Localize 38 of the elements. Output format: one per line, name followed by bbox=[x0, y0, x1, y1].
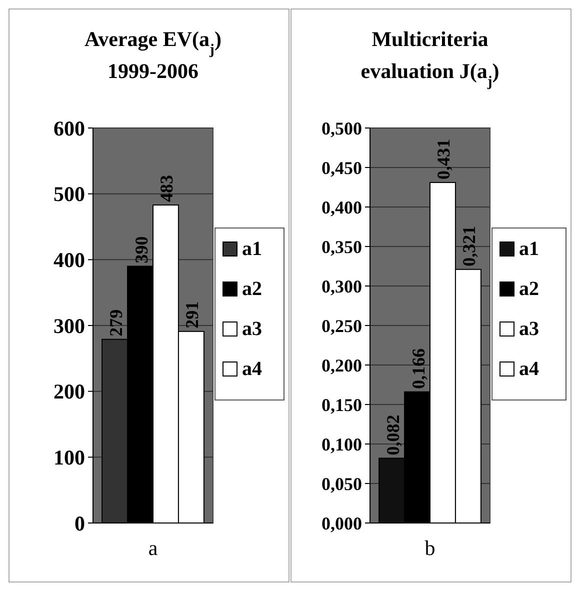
legend-label: a1 bbox=[242, 238, 262, 260]
y-tick-label: 0,450 bbox=[322, 158, 362, 178]
y-tick-label: 0,050 bbox=[322, 474, 362, 494]
x-tick-label: b bbox=[424, 536, 436, 560]
y-tick-label: 600 bbox=[54, 116, 85, 140]
y-tick-label: 300 bbox=[54, 314, 85, 338]
y-tick-label: 0,100 bbox=[322, 434, 362, 454]
legend-label: a3 bbox=[242, 318, 262, 340]
legend-label: a4 bbox=[242, 358, 262, 380]
data-label: 390 bbox=[131, 236, 152, 264]
y-tick-label: 0,500 bbox=[322, 118, 362, 138]
y-tick-label: 0,350 bbox=[322, 236, 362, 257]
y-tick-label: 0,200 bbox=[322, 355, 362, 376]
y-tick-label: 400 bbox=[54, 248, 85, 272]
chart-title: Multicriteria evaluation J(a$_{j}$) bbox=[360, 27, 500, 90]
y-tick-label: 200 bbox=[54, 380, 85, 404]
y-tick-label: 500 bbox=[54, 182, 85, 206]
y-tick-label: 0,400 bbox=[322, 197, 362, 218]
x-tick-label: a bbox=[148, 536, 158, 560]
data-label: 0,431 bbox=[434, 139, 454, 180]
data-label: 279 bbox=[106, 309, 126, 336]
legend-label: a4 bbox=[519, 358, 539, 380]
legend-label: a2 bbox=[242, 278, 262, 300]
y-tick-label: 0 bbox=[74, 511, 85, 536]
y-tick-label: 100 bbox=[54, 446, 85, 470]
legend-label: a3 bbox=[519, 318, 539, 340]
y-tick-label: 0,150 bbox=[322, 394, 362, 415]
y-tick-label: 0,250 bbox=[322, 316, 362, 336]
y-tick-label: 0,300 bbox=[322, 276, 362, 296]
data-label: 0,082 bbox=[382, 414, 403, 456]
data-label: 483 bbox=[156, 175, 177, 202]
data-label: 291 bbox=[182, 301, 202, 328]
legend-label: a1 bbox=[519, 238, 539, 260]
y-tick-label: 0,000 bbox=[322, 513, 362, 534]
data-label: 0,321 bbox=[459, 226, 480, 266]
legend-label: a2 bbox=[519, 278, 539, 300]
chart-title: Average EV(a$_{j}$) 1999-2006 bbox=[84, 27, 222, 83]
data-label: 0,166 bbox=[408, 348, 428, 389]
